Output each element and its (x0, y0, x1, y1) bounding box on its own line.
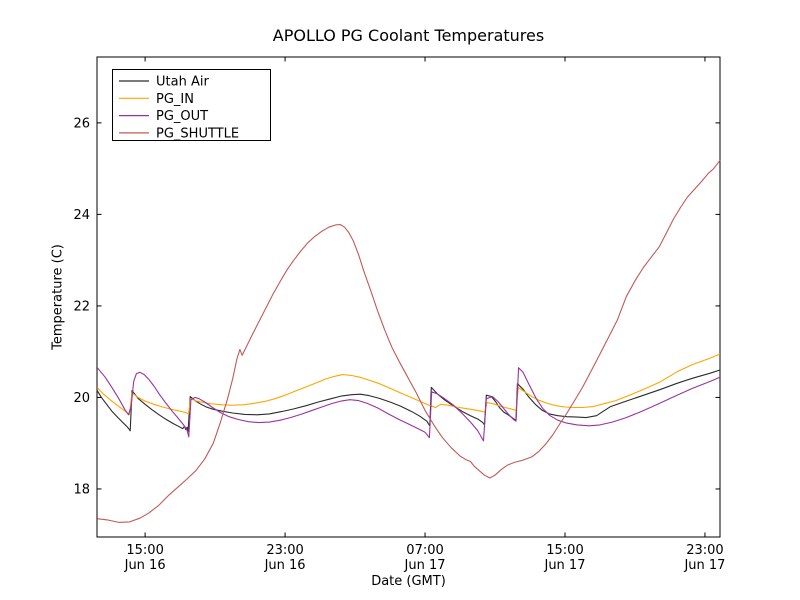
x-axis-label: Date (GMT) (371, 574, 446, 589)
y-tick-label: 22 (73, 299, 90, 314)
x-tick-label-date: Jun 17 (543, 558, 585, 573)
chart-title: APOLLO PG Coolant Temperatures (272, 26, 545, 45)
y-tick-label: 18 (73, 482, 90, 497)
x-tick-label-date: Jun 16 (264, 558, 306, 573)
legend-label: PG_OUT (156, 109, 208, 124)
y-tick-label: 26 (73, 116, 90, 131)
x-tick-label-time: 15:00 (546, 543, 583, 558)
x-tick-label-date: Jun 17 (404, 558, 446, 573)
legend-label: PG_IN (156, 92, 194, 107)
x-tick-label-time: 07:00 (406, 543, 443, 558)
series-line-utah-air (96, 369, 721, 432)
series-line-pg-out (96, 367, 721, 442)
legend-label: Utah Air (156, 75, 209, 90)
x-tick-label-date: Jun 17 (683, 558, 725, 573)
x-tick-label-time: 15:00 (126, 543, 163, 558)
axes-frame (96, 56, 721, 538)
x-tick-label-date: Jun 16 (124, 558, 166, 573)
x-tick-label-time: 23:00 (266, 543, 303, 558)
series-line-pg-shuttle (97, 160, 721, 523)
y-axis-label: Temperature (C) (50, 244, 66, 350)
y-tick-label: 20 (73, 391, 90, 406)
series-line-pg-in (96, 353, 721, 415)
legend-label: PG_SHUTTLE (156, 126, 239, 141)
x-tick-label-time: 23:00 (686, 543, 723, 558)
y-tick-label: 24 (73, 208, 90, 223)
legend: Utah Air PG_IN PG_OUT PG_SHUTTLE (112, 69, 271, 141)
